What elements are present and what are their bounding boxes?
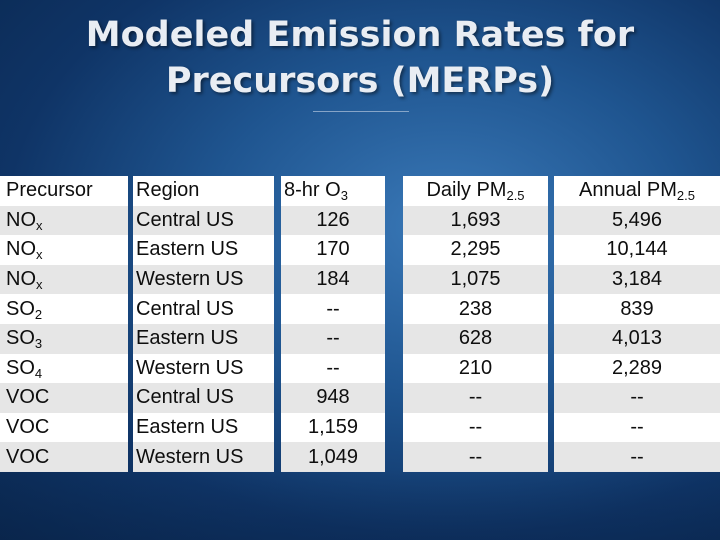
cell-8hr-o3: 1,049 <box>281 442 385 472</box>
cell-8hr-o3: -- <box>281 353 385 384</box>
slide-title-line-1: Modeled Emission Rates for <box>85 15 635 55</box>
cell-precursor: VOC <box>0 412 128 443</box>
cell-daily-pm25: -- <box>403 442 548 472</box>
cell-daily-pm25: 628 <box>403 323 548 354</box>
table-row: NOx Central US 126 1,693 5,496 <box>0 205 720 236</box>
cell-region: Western US <box>133 442 274 472</box>
cell-annual-pm25: -- <box>554 442 720 472</box>
cell-region: Eastern US <box>133 412 274 443</box>
slide-title-line-2: Precursors (MERPs) <box>165 61 555 101</box>
cell-annual-pm25: 3,184 <box>554 264 720 295</box>
cell-8hr-o3: 948 <box>281 383 385 413</box>
cell-precursor: NOx <box>0 235 128 265</box>
cell-8hr-o3: 184 <box>281 264 385 295</box>
cell-daily-pm25: 2,295 <box>403 235 548 265</box>
cell-precursor: VOC <box>0 383 128 413</box>
cell-region: Central US <box>133 205 274 236</box>
cell-annual-pm25: -- <box>554 383 720 413</box>
cell-daily-pm25: -- <box>403 412 548 443</box>
cell-annual-pm25: 5,496 <box>554 205 720 236</box>
cell-region: Western US <box>133 353 274 384</box>
cell-precursor: NOx <box>0 205 128 236</box>
table-row: SO4 Western US -- 210 2,289 <box>0 353 720 384</box>
title-underline-rule <box>313 111 409 112</box>
header-annual-pm25: Annual PM2.5 <box>554 176 720 206</box>
cell-annual-pm25: 839 <box>554 294 720 324</box>
table-row: NOx Eastern US 170 2,295 10,144 <box>0 235 720 265</box>
cell-region: Central US <box>133 294 274 324</box>
table-header-row: Precursor Region 8-hr O3 Daily PM2.5 Ann… <box>0 176 720 206</box>
cell-region: Eastern US <box>133 235 274 265</box>
table-row: SO2 Central US -- 238 839 <box>0 294 720 324</box>
cell-daily-pm25: 210 <box>403 353 548 384</box>
cell-region: Eastern US <box>133 323 274 354</box>
cell-annual-pm25: -- <box>554 412 720 443</box>
header-region: Region <box>133 176 274 206</box>
table-row: VOC Western US 1,049 -- -- <box>0 442 720 472</box>
cell-daily-pm25: -- <box>403 383 548 413</box>
cell-region: Central US <box>133 383 274 413</box>
merps-table: Precursor Region 8-hr O3 Daily PM2.5 Ann… <box>0 176 720 472</box>
background-shade <box>0 470 720 540</box>
cell-precursor: SO4 <box>0 353 128 384</box>
cell-precursor: SO2 <box>0 294 128 324</box>
header-precursor: Precursor <box>0 176 128 206</box>
table-row: SO3 Eastern US -- 628 4,013 <box>0 323 720 354</box>
cell-8hr-o3: 170 <box>281 235 385 265</box>
cell-daily-pm25: 238 <box>403 294 548 324</box>
header-8hr-o3: 8-hr O3 <box>281 176 385 206</box>
slide-title: Modeled Emission Rates for Precursors (M… <box>0 12 720 104</box>
cell-annual-pm25: 2,289 <box>554 353 720 384</box>
header-daily-pm25: Daily PM2.5 <box>403 176 548 206</box>
cell-8hr-o3: 126 <box>281 205 385 236</box>
table-row: VOC Central US 948 -- -- <box>0 383 720 413</box>
cell-precursor: VOC <box>0 442 128 472</box>
cell-daily-pm25: 1,693 <box>403 205 548 236</box>
cell-8hr-o3: 1,159 <box>281 412 385 443</box>
cell-annual-pm25: 4,013 <box>554 323 720 354</box>
cell-annual-pm25: 10,144 <box>554 235 720 265</box>
cell-precursor: NOx <box>0 264 128 295</box>
table-row: NOx Western US 184 1,075 3,184 <box>0 264 720 295</box>
cell-precursor: SO3 <box>0 323 128 354</box>
cell-8hr-o3: -- <box>281 294 385 324</box>
cell-8hr-o3: -- <box>281 323 385 354</box>
cell-daily-pm25: 1,075 <box>403 264 548 295</box>
cell-region: Western US <box>133 264 274 295</box>
table-row: VOC Eastern US 1,159 -- -- <box>0 412 720 443</box>
